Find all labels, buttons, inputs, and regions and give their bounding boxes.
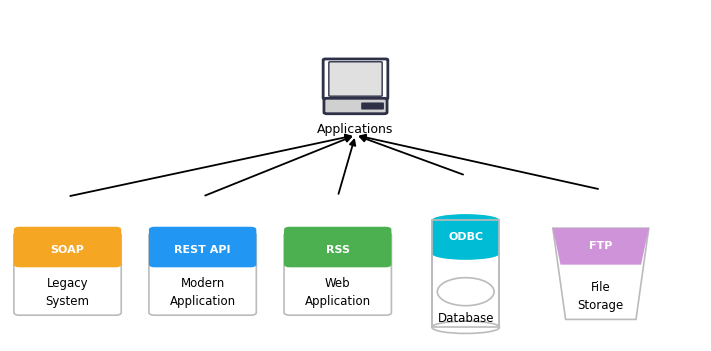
Ellipse shape [437,278,494,306]
Ellipse shape [432,247,499,260]
FancyBboxPatch shape [329,62,383,96]
Text: File
Storage: File Storage [577,281,624,312]
Bar [432,220,499,254]
Bar [14,249,121,265]
FancyBboxPatch shape [284,232,391,315]
FancyBboxPatch shape [284,227,391,267]
FancyBboxPatch shape [324,98,387,114]
Text: ODBC: ODBC [448,232,483,242]
FancyBboxPatch shape [149,232,256,315]
Bar [432,220,499,327]
Text: FTP: FTP [589,241,612,251]
Text: Database: Database [437,312,494,325]
Polygon shape [553,228,649,265]
Text: Modern
Application: Modern Application [169,277,236,308]
FancyBboxPatch shape [149,227,256,267]
FancyBboxPatch shape [323,59,388,99]
Text: RSS: RSS [326,245,350,255]
Bar [149,249,256,265]
Text: Applications: Applications [317,123,394,136]
Text: Web
Application: Web Application [304,277,371,308]
Ellipse shape [432,214,499,226]
FancyBboxPatch shape [361,102,384,110]
Bar [284,249,391,265]
Polygon shape [553,228,649,319]
FancyBboxPatch shape [14,227,121,267]
FancyBboxPatch shape [14,232,121,315]
Text: Legacy
System: Legacy System [46,277,90,308]
Text: SOAP: SOAP [50,245,85,255]
Ellipse shape [432,321,499,333]
Text: REST API: REST API [174,245,231,255]
Bar [432,220,499,327]
